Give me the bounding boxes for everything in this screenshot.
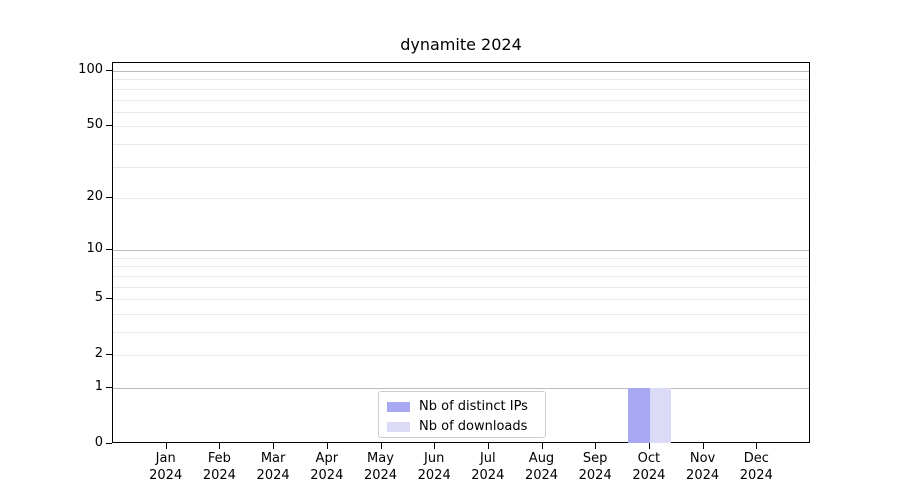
y-tick-mark — [106, 196, 112, 198]
gridline-minor — [113, 166, 809, 168]
y-tick-mark — [106, 249, 112, 251]
x-tick-month: Jul — [479, 451, 496, 466]
y-tick-mark — [106, 70, 112, 71]
x-tick-month: Jan — [155, 451, 176, 466]
x-tick-month: Aug — [528, 451, 555, 466]
y-tick-mark — [106, 298, 112, 300]
x-tick-year: 2024 — [417, 467, 451, 483]
x-tick-mark — [273, 443, 275, 449]
x-tick-month: Jun — [424, 451, 445, 466]
x-tick-year: 2024 — [632, 467, 666, 483]
y-tick-label: 2 — [94, 346, 103, 362]
x-tick-year: 2024 — [471, 467, 505, 483]
x-tick-year: 2024 — [578, 467, 612, 483]
gridline-minor — [113, 266, 809, 268]
x-tick-month: Dec — [743, 451, 769, 466]
x-tick-month: Oct — [637, 451, 661, 466]
x-tick-mark — [702, 443, 704, 449]
legend-swatch-distinct-ips — [387, 401, 410, 412]
y-tick-label: 5 — [94, 290, 103, 306]
x-tick-mark — [434, 443, 436, 449]
y-tick-label: 100 — [78, 62, 103, 77]
x-tick-mark — [595, 443, 597, 449]
x-tick-month: Mar — [260, 451, 286, 466]
x-tick-label: Jul 2024 — [460, 451, 516, 484]
legend: Nb of distinct IPs Nb of downloads — [378, 391, 546, 438]
gridline-major — [113, 71, 809, 72]
x-tick-label: May 2024 — [353, 451, 409, 484]
legend-item-distinct-ips: Nb of distinct IPs — [387, 398, 545, 415]
y-tick-mark — [106, 354, 112, 356]
x-tick-label: Jun 2024 — [406, 451, 462, 484]
x-tick-label: Aug 2024 — [514, 451, 570, 484]
legend-item-downloads: Nb of downloads — [387, 418, 545, 435]
gridline-minor — [113, 143, 809, 145]
gridline-minor — [113, 313, 809, 315]
gridline-major — [113, 250, 809, 252]
x-tick-month: May — [367, 451, 394, 466]
y-tick-mark — [106, 387, 112, 388]
bar-nb-of-distinct-ips-oct-2024 — [628, 388, 650, 443]
gridline-minor — [113, 79, 809, 81]
gridline-minor — [113, 355, 809, 357]
gridline-minor — [113, 257, 809, 259]
x-tick-year: 2024 — [524, 467, 559, 483]
y-tick-mark — [106, 443, 112, 444]
gridline-minor — [113, 111, 809, 113]
x-tick-label: Feb 2024 — [191, 451, 247, 484]
gridline-minor — [113, 126, 809, 128]
gridline-minor — [113, 275, 809, 277]
gridline-minor — [113, 332, 809, 333]
y-tick-label: 50 — [86, 117, 103, 133]
x-tick-mark — [380, 443, 382, 449]
gridline-minor — [113, 88, 809, 90]
x-tick-year: 2024 — [202, 467, 236, 483]
legend-label-distinct-ips: Nb of distinct IPs — [419, 399, 528, 414]
x-tick-label: Sep 2024 — [567, 451, 623, 484]
x-tick-year: 2024 — [739, 467, 773, 483]
x-tick-year: 2024 — [686, 467, 720, 483]
bar-nb-of-downloads-oct-2024 — [649, 388, 672, 443]
y-tick-label: 20 — [86, 188, 103, 204]
y-tick-label: 0 — [94, 435, 103, 450]
x-tick-year: 2024 — [310, 467, 344, 483]
x-tick-label: Dec 2024 — [728, 451, 784, 484]
x-tick-mark — [219, 443, 221, 449]
legend-label-downloads: Nb of downloads — [419, 419, 528, 434]
chart-title: dynamite 2024 — [400, 35, 522, 54]
x-tick-mark — [326, 443, 328, 449]
y-tick-mark — [106, 125, 112, 127]
x-tick-year: 2024 — [363, 467, 398, 483]
gridline-minor — [113, 299, 809, 301]
x-tick-mark — [487, 443, 489, 449]
gridline-major — [113, 388, 809, 389]
gridline-minor — [113, 197, 809, 199]
x-tick-label: Mar 2024 — [245, 451, 301, 484]
legend-swatch-downloads — [387, 421, 410, 432]
x-tick-month: Sep — [582, 451, 608, 466]
x-tick-year: 2024 — [149, 467, 183, 483]
plot-area — [112, 62, 810, 443]
x-tick-label: Oct 2024 — [621, 451, 677, 484]
x-tick-month: Nov — [689, 451, 716, 466]
x-tick-label: Jan 2024 — [138, 451, 194, 484]
gridline-minor — [113, 286, 809, 288]
x-tick-label: Nov 2024 — [675, 451, 731, 484]
x-tick-label: Apr 2024 — [299, 451, 355, 484]
x-tick-month: Feb — [207, 451, 231, 466]
x-tick-mark — [648, 443, 650, 449]
x-tick-mark — [165, 443, 167, 449]
x-tick-month: Apr — [315, 451, 339, 466]
y-tick-label: 1 — [94, 379, 103, 394]
gridline-minor — [113, 99, 809, 101]
x-tick-mark — [541, 443, 543, 449]
x-tick-year: 2024 — [256, 467, 290, 483]
y-tick-label: 10 — [86, 241, 103, 257]
x-tick-mark — [756, 443, 758, 449]
